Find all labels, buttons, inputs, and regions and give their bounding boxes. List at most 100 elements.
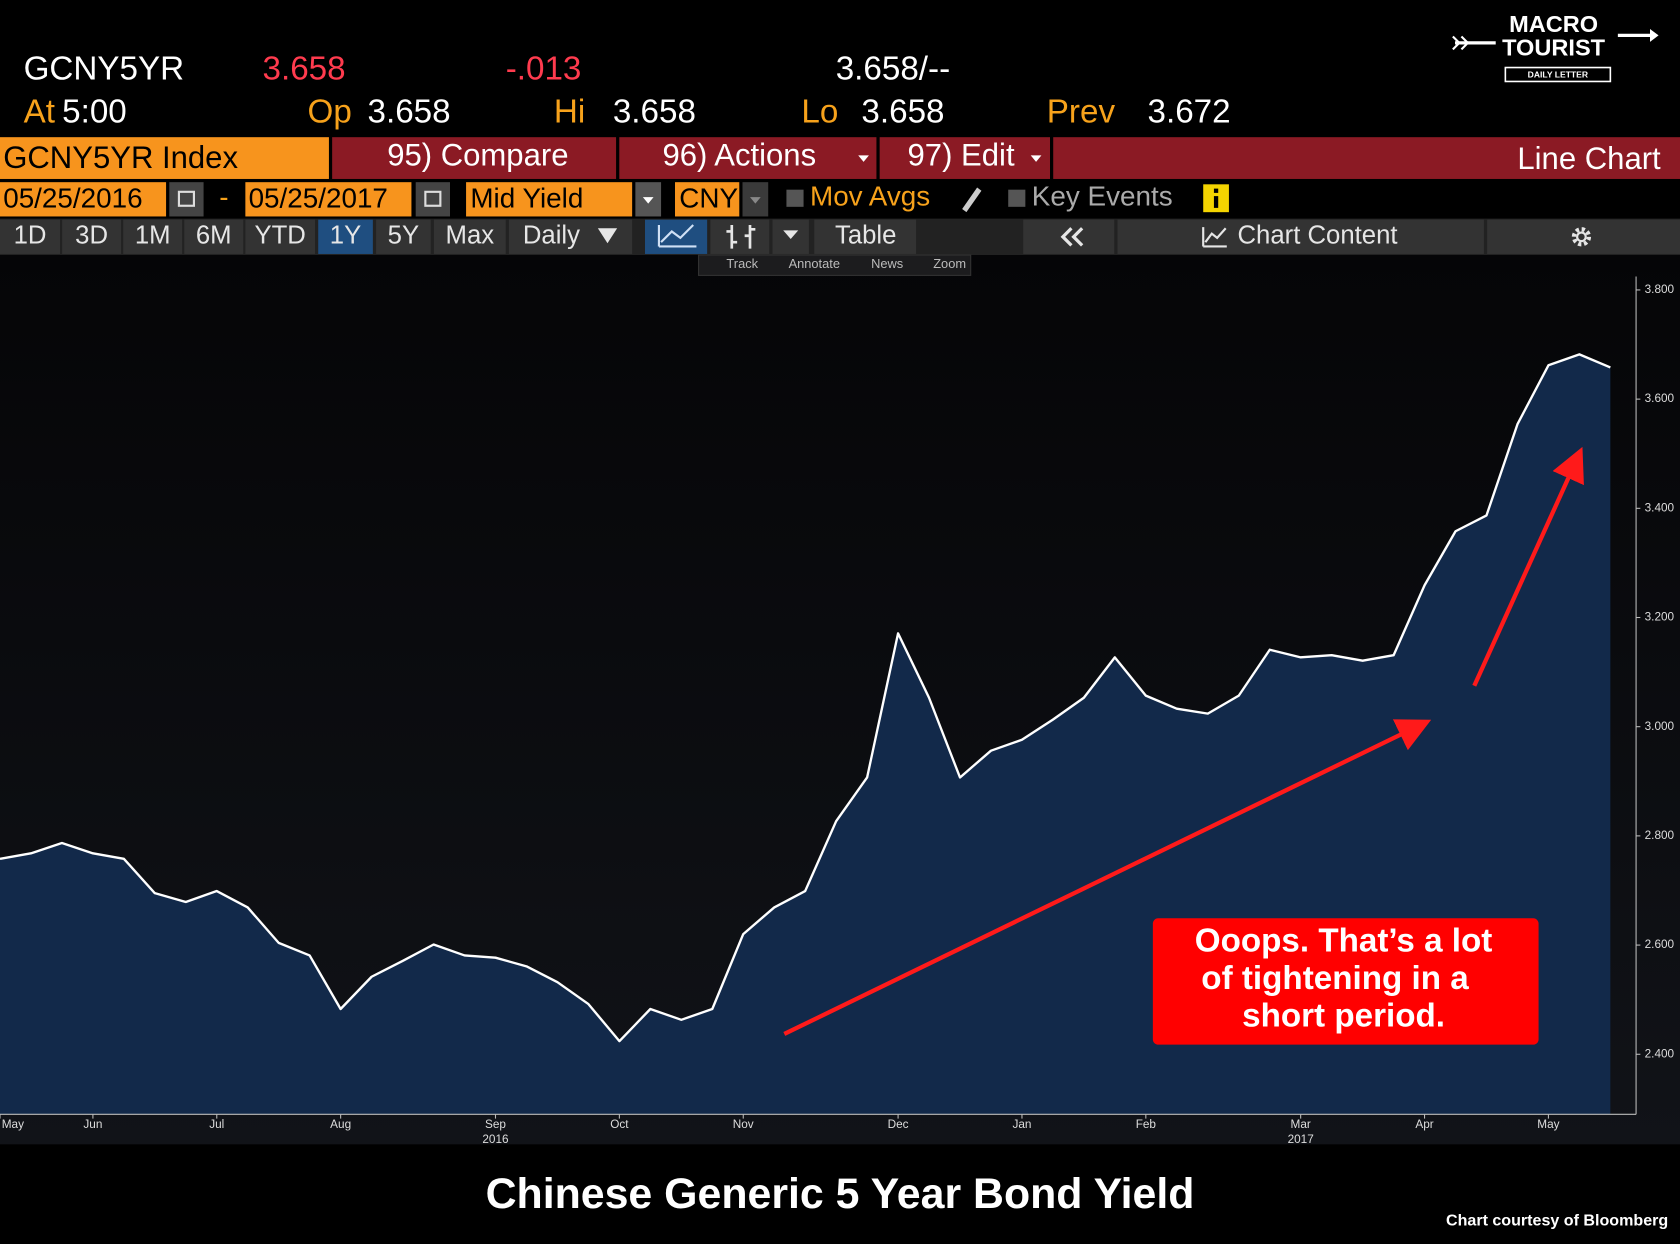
- actions[interactable]: 96) Actions: [662, 138, 816, 173]
- x-tick-label: Mar: [1291, 1118, 1311, 1131]
- table-button[interactable]: [814, 219, 917, 254]
- compare-button[interactable]: [332, 137, 617, 179]
- calendar-button[interactable]: [169, 182, 204, 217]
- high-value: 3.658: [613, 93, 696, 130]
- period-label[interactable]: 3D: [75, 222, 108, 250]
- x-tick-label: Aug: [330, 1118, 351, 1131]
- low-label: Lo: [801, 93, 838, 130]
- dropdown-icon: [783, 230, 799, 239]
- period-label[interactable]: 1D: [14, 222, 47, 250]
- bar-chart-button[interactable]: [710, 219, 770, 254]
- annotation-line: Ooops. That’s a lot: [1195, 923, 1493, 960]
- period-button[interactable]: [123, 219, 183, 254]
- security[interactable]: GCNY5YR Index: [3, 140, 238, 175]
- open-value: 3.658: [368, 93, 451, 130]
- period-label[interactable]: YTD: [254, 222, 305, 250]
- compare[interactable]: 95) Compare: [387, 138, 568, 173]
- info-glyph: [1213, 196, 1219, 208]
- bar-chart-icon: [726, 225, 756, 249]
- line-chart-icon: [657, 224, 697, 248]
- annotation-line: short period.: [1242, 998, 1445, 1035]
- calendar-icon: [424, 190, 442, 207]
- gear-icon: [1571, 227, 1592, 247]
- logo-word: TOURIST: [1502, 35, 1606, 61]
- y-tick-label: 3.200: [1645, 611, 1675, 624]
- period-label[interactable]: 6M: [196, 222, 232, 250]
- checkbox[interactable]: [1008, 189, 1026, 207]
- tool-label[interactable]: Annotate: [789, 256, 840, 271]
- tool-label[interactable]: Zoom: [933, 256, 966, 271]
- tool-label[interactable]: Track: [726, 256, 758, 271]
- field-box[interactable]: [466, 182, 633, 217]
- settings-button[interactable]: [1487, 219, 1680, 254]
- key-events[interactable]: Key Events: [1032, 181, 1173, 212]
- period-button[interactable]: [318, 219, 373, 254]
- period-button[interactable]: [433, 219, 506, 254]
- period-button[interactable]: [245, 219, 315, 254]
- frequency[interactable]: Daily: [523, 222, 580, 250]
- low-value: 3.658: [861, 93, 944, 130]
- gear-icon: [1576, 231, 1587, 243]
- last-price: 3.658: [263, 51, 346, 88]
- checkbox[interactable]: [786, 189, 804, 207]
- trend-arrow: [1472, 446, 1584, 687]
- tool-strip: [698, 254, 972, 276]
- period-label[interactable]: 5Y: [388, 222, 419, 250]
- y-tick-label: 2.800: [1645, 829, 1675, 842]
- logo: MACRO TOURIST DAILY LETTER: [1452, 11, 1659, 83]
- high-label: Hi: [554, 93, 585, 130]
- tool-label[interactable]: News: [871, 256, 903, 271]
- period-label[interactable]: 1M: [135, 222, 171, 250]
- at-time: 5:00: [62, 93, 127, 130]
- y-tick-label: 2.600: [1645, 938, 1675, 951]
- y-tick-label: 3.600: [1645, 392, 1675, 405]
- tool-buttons: Track Annotate News Zoom: [726, 256, 966, 271]
- collapse-button[interactable]: [1023, 219, 1115, 254]
- period-button[interactable]: [184, 219, 244, 254]
- end-date-box[interactable]: [245, 182, 412, 217]
- chart-content-button[interactable]: [1117, 219, 1484, 254]
- logo-fletching: [1452, 35, 1470, 51]
- pencil-icon[interactable]: [962, 187, 982, 213]
- dropdown-icon: [858, 155, 869, 162]
- dropdown-icon: [1030, 155, 1042, 162]
- currency-box[interactable]: [675, 182, 740, 217]
- chart-type[interactable]: Line Chart: [1517, 141, 1661, 176]
- actions-button[interactable]: [619, 137, 877, 179]
- y-tick-label: 3.800: [1645, 283, 1675, 296]
- line-chart-button[interactable]: [645, 219, 708, 254]
- y-tick-label: 3.400: [1645, 501, 1675, 514]
- x-tick-label: Jun: [83, 1118, 102, 1131]
- x-tick-label: Oct: [610, 1118, 629, 1131]
- x-tick-label: Jan: [1012, 1118, 1031, 1131]
- period-label[interactable]: Max: [446, 222, 495, 250]
- open-label: Op: [308, 93, 352, 130]
- ticker: GCNY5YR: [24, 51, 185, 88]
- field[interactable]: Mid Yield: [470, 183, 583, 214]
- period-button[interactable]: [0, 219, 60, 254]
- annotation-box: [1152, 918, 1539, 1045]
- x-year-label: 2016: [482, 1133, 509, 1146]
- calendar-button[interactable]: [415, 182, 450, 217]
- currency[interactable]: CNY: [679, 183, 738, 214]
- start-date-box[interactable]: [0, 182, 167, 217]
- edit-button[interactable]: [879, 137, 1050, 179]
- end-date[interactable]: 05/25/2017: [249, 183, 388, 214]
- security-box[interactable]: [0, 137, 329, 179]
- mov-avgs[interactable]: Mov Avgs: [810, 181, 930, 212]
- edit[interactable]: 97) Edit: [908, 138, 1015, 173]
- prev-label: Prev: [1047, 93, 1116, 130]
- table[interactable]: Table: [835, 222, 896, 250]
- period-buttons: 1D 3D 1M 6M YTD 1Y 5Y Max: [0, 219, 506, 254]
- line: [0, 353, 1611, 1043]
- chart-content[interactable]: Chart Content: [1238, 222, 1398, 250]
- chart-title: Chinese Generic 5 Year Bond Yield: [486, 1170, 1195, 1218]
- period-button[interactable]: [62, 219, 122, 254]
- start-date[interactable]: 05/25/2016: [3, 183, 142, 214]
- annotation-line: of tightening in a: [1201, 960, 1469, 997]
- period-label[interactable]: 1Y: [330, 222, 361, 250]
- dropdown-icon: [750, 197, 761, 204]
- period-button[interactable]: [376, 219, 431, 254]
